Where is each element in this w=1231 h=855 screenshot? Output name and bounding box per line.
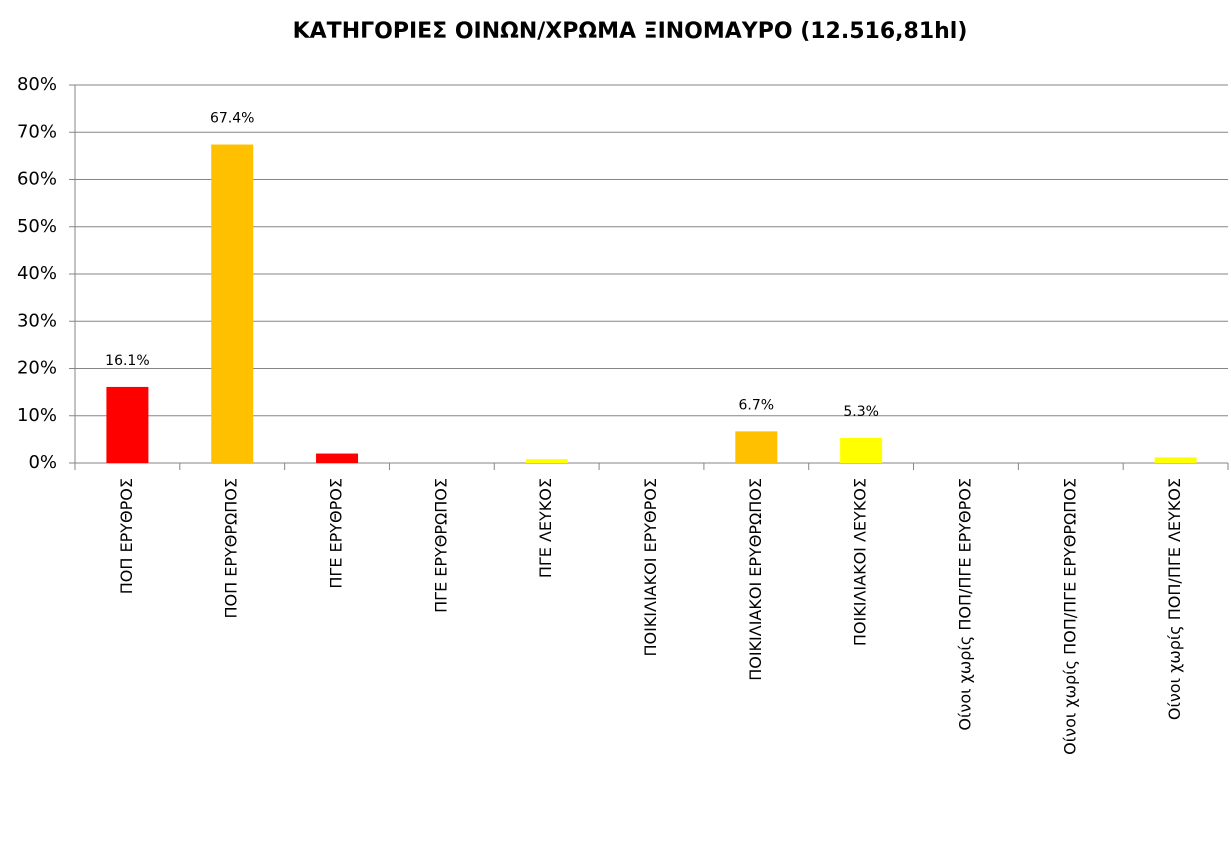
bar xyxy=(840,437,883,463)
bar xyxy=(525,459,568,463)
bar xyxy=(1154,457,1197,463)
x-tick-label: ΠΟΙΚΙΛΙΑΚΟΙ ΕΡΥΘΡΟΣ xyxy=(641,478,660,657)
x-tick-label: Οίνοι χωρίς ΠΟΠ/ΠΓΕ ΕΡΥΘΡΩΠΟΣ xyxy=(1060,478,1079,755)
chart-title: ΚΑΤΗΓΟΡΙΕΣ ΟΙΝΩΝ/ΧΡΩΜΑ ΞΙΝΟΜΑΥΡΟ (12.516… xyxy=(293,19,968,44)
x-tick-label: ΠΟΙΚΙΛΙΑΚΟΙ ΕΡΥΘΡΩΠΟΣ xyxy=(746,478,765,681)
data-label: 67.4% xyxy=(210,111,254,127)
x-tick-label: Οίνοι χωρίς ΠΟΠ/ΠΓΕ ΛΕΥΚΟΣ xyxy=(1165,478,1184,720)
y-tick-label: 30% xyxy=(17,310,57,331)
data-label: 6.7% xyxy=(739,397,775,413)
y-tick-label: 70% xyxy=(17,121,57,142)
x-tick-label: Οίνοι χωρίς ΠΟΠ/ΠΓΕ ΕΡΥΘΡΟΣ xyxy=(955,478,974,731)
y-tick-label: 80% xyxy=(17,74,57,95)
y-tick-label: 0% xyxy=(28,452,57,473)
bar xyxy=(316,453,359,463)
y-tick-label: 50% xyxy=(17,216,57,237)
x-tick-label: ΠΓΕ ΕΡΥΘΡΩΠΟΣ xyxy=(431,478,450,613)
data-label: 16.1% xyxy=(105,353,149,369)
x-tick-label: ΠΓΕ ΕΡΥΘΡΟΣ xyxy=(327,478,346,589)
y-tick-label: 60% xyxy=(17,169,57,190)
x-tick-label: ΠΟΙΚΙΛΙΑΚΟΙ ΛΕΥΚΟΣ xyxy=(851,478,870,646)
bar xyxy=(106,386,149,463)
data-label: 5.3% xyxy=(843,404,879,420)
x-tick-label: ΠΟΠ ΕΡΥΘΡΩΠΟΣ xyxy=(222,478,241,618)
y-tick-label: 20% xyxy=(17,358,57,379)
x-tick-label: ΠΓΕ ΛΕΥΚΟΣ xyxy=(536,478,555,578)
bar xyxy=(735,431,778,463)
bar xyxy=(211,144,254,463)
y-tick-label: 10% xyxy=(17,405,57,426)
x-tick-label: ΠΟΠ ΕΡΥΘΡΟΣ xyxy=(117,478,136,594)
y-tick-label: 40% xyxy=(17,263,57,284)
